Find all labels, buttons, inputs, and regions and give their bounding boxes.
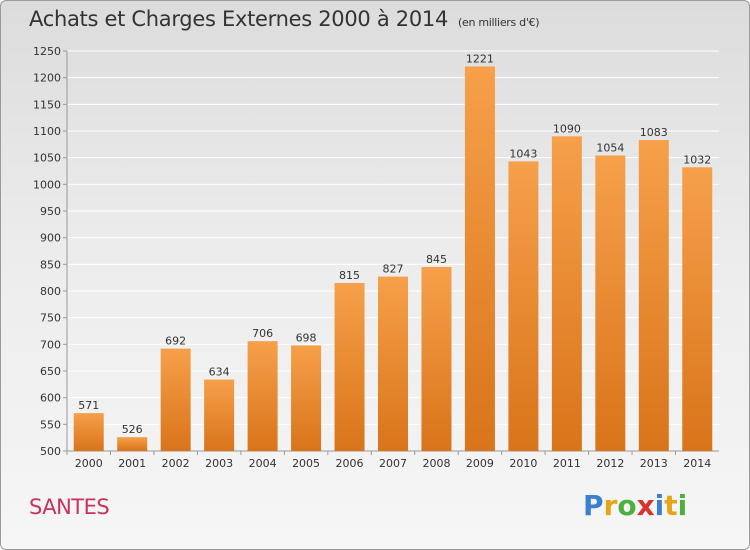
data-label: 634 bbox=[209, 366, 230, 379]
y-tick-label: 700 bbox=[40, 338, 61, 351]
x-tick-label: 2013 bbox=[640, 457, 668, 470]
y-tick-label: 500 bbox=[40, 445, 61, 458]
y-tick-label: 750 bbox=[40, 312, 61, 325]
subtitle-text: (en milliers d'€) bbox=[458, 16, 540, 29]
y-tick-label: 1000 bbox=[33, 178, 61, 191]
bar bbox=[638, 140, 669, 452]
title-text: Achats et Charges Externes 2000 à 2014 bbox=[29, 7, 449, 31]
y-tick-label: 1050 bbox=[33, 152, 61, 165]
chart-title: Achats et Charges Externes 2000 à 2014 (e… bbox=[29, 7, 540, 31]
proxiti-logo: Proxiti bbox=[583, 489, 687, 522]
y-tick-label: 650 bbox=[40, 365, 61, 378]
y-tick-label: 1250 bbox=[33, 45, 61, 58]
x-tick-label: 2010 bbox=[509, 457, 537, 470]
y-tick-label: 900 bbox=[40, 232, 61, 245]
logo-letter: i bbox=[677, 489, 688, 522]
data-label: 1083 bbox=[640, 126, 668, 139]
y-tick-label: 800 bbox=[40, 285, 61, 298]
logo-letter: t bbox=[664, 489, 678, 522]
logo-letter: P bbox=[583, 489, 604, 522]
bar bbox=[291, 345, 322, 451]
data-label: 706 bbox=[252, 327, 273, 340]
data-label: 1032 bbox=[683, 153, 711, 166]
data-label: 1043 bbox=[509, 147, 537, 160]
x-tick-label: 2007 bbox=[379, 457, 407, 470]
data-label: 526 bbox=[122, 423, 143, 436]
bar bbox=[508, 161, 539, 451]
x-tick-label: 2003 bbox=[205, 457, 233, 470]
x-tick-label: 2011 bbox=[553, 457, 581, 470]
bar bbox=[464, 66, 495, 451]
bar bbox=[421, 267, 452, 451]
x-tick-label: 2005 bbox=[292, 457, 320, 470]
x-tick-label: 2002 bbox=[162, 457, 190, 470]
data-label: 815 bbox=[339, 269, 360, 282]
x-tick-label: 2000 bbox=[75, 457, 103, 470]
x-tick-label: 2008 bbox=[422, 457, 450, 470]
data-label: 1221 bbox=[466, 52, 494, 65]
logo-letter: i bbox=[654, 489, 665, 522]
logo-letter: x bbox=[636, 489, 655, 522]
data-label: 571 bbox=[78, 399, 99, 412]
data-label: 827 bbox=[383, 263, 404, 276]
bar bbox=[73, 413, 104, 451]
bar bbox=[117, 437, 148, 451]
data-label: 845 bbox=[426, 253, 447, 266]
commune-name: SANTES bbox=[29, 495, 110, 519]
data-label: 698 bbox=[296, 331, 317, 344]
y-tick-label: 1200 bbox=[33, 72, 61, 85]
x-tick-label: 2014 bbox=[683, 457, 711, 470]
bar bbox=[334, 283, 365, 451]
data-label: 1054 bbox=[596, 142, 624, 155]
data-label: 692 bbox=[165, 335, 186, 348]
bar bbox=[551, 136, 582, 452]
y-tick-label: 550 bbox=[40, 418, 61, 431]
y-tick-label: 950 bbox=[40, 205, 61, 218]
bar bbox=[595, 155, 626, 452]
bar bbox=[378, 276, 408, 451]
x-tick-label: 2001 bbox=[118, 457, 146, 470]
y-tick-label: 850 bbox=[40, 258, 61, 271]
bar bbox=[247, 341, 278, 451]
x-tick-label: 2006 bbox=[336, 457, 364, 470]
bar bbox=[682, 167, 713, 451]
y-tick-label: 1150 bbox=[33, 98, 61, 111]
y-tick-label: 600 bbox=[40, 392, 61, 405]
logo-letter: o bbox=[617, 489, 637, 522]
y-tick-label: 1100 bbox=[33, 125, 61, 138]
bar bbox=[204, 379, 235, 451]
data-label: 1090 bbox=[553, 122, 581, 135]
logo-letter: r bbox=[603, 489, 618, 522]
x-tick-label: 2004 bbox=[249, 457, 277, 470]
x-tick-label: 2012 bbox=[596, 457, 624, 470]
bar bbox=[160, 348, 191, 451]
x-tick-label: 2009 bbox=[466, 457, 494, 470]
